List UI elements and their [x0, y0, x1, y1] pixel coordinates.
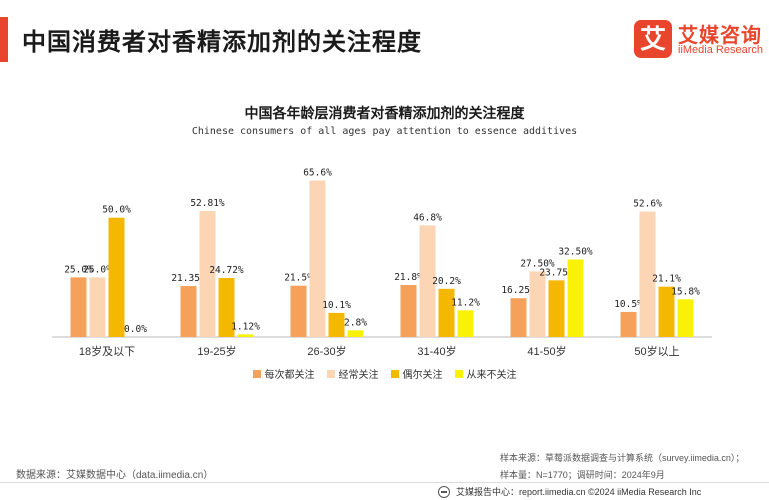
bar — [567, 259, 584, 337]
bar-value-label: 50.0% — [102, 205, 131, 216]
bar — [309, 180, 326, 337]
logo-name-en: iiMedia Research — [678, 44, 763, 56]
bar-value-label: 24.72% — [209, 265, 244, 276]
chart-subtitle: Chinese consumers of all ages pay attent… — [191, 126, 578, 137]
bar-value-label: 65.6% — [303, 167, 332, 178]
bar — [419, 225, 436, 337]
bar — [457, 310, 474, 337]
bar — [180, 286, 197, 337]
bar-value-label: 0.0% — [124, 324, 147, 335]
x-tick-label: 41-50岁 — [527, 344, 566, 358]
legend-label: 经常关注 — [338, 370, 379, 381]
legend-swatch — [252, 369, 261, 378]
bar-value-label: 10.5% — [614, 299, 643, 310]
chart-title: 中国各年龄层消费者对香精添加剂的关注程度 — [244, 105, 525, 121]
bar — [529, 271, 546, 337]
bar — [108, 217, 125, 337]
bar — [639, 211, 656, 337]
legend-label: 偶尔关注 — [402, 370, 443, 381]
bar-value-label: 21.1% — [652, 274, 681, 285]
bar-value-label: 11.2% — [451, 297, 480, 308]
bar-value-label: 16.25% — [501, 285, 536, 296]
bar-value-label: 52.81% — [190, 198, 225, 209]
legend-swatch — [326, 369, 335, 378]
bar — [218, 278, 235, 337]
bar — [677, 299, 694, 337]
sample-source: 样本来源：草莓派数据调查与计算系统（survey.iimedia.cn）； — [500, 453, 745, 463]
bar — [70, 277, 87, 337]
bar-value-label: 25.0% — [64, 264, 93, 275]
bar-value-label: 10.1% — [322, 300, 351, 311]
bar-value-label: 15.8% — [671, 286, 700, 297]
legend-item: 偶尔关注 — [390, 366, 443, 381]
bar-value-label: 21.35% — [171, 273, 206, 284]
bar — [548, 280, 565, 337]
title-accent-bar — [0, 17, 8, 62]
bar — [438, 288, 455, 337]
bar — [199, 211, 216, 337]
bar — [89, 277, 106, 337]
bar-value-label: 20.2% — [432, 276, 461, 287]
legend-label: 每次都关注 — [264, 370, 315, 381]
x-tick-label: 19-25岁 — [197, 344, 236, 358]
x-tick-label: 26-30岁 — [307, 344, 346, 358]
bar — [237, 334, 254, 337]
data-source: 数据来源：艾媒数据中心（data.iimedia.cn） — [16, 470, 214, 481]
footer: 艾媒报告中心：report.iimedia.cn ©2024 iiMedia R… — [438, 485, 701, 498]
chart-legend: 每次都关注 经常关注 偶尔关注 从来不关注 — [0, 366, 769, 381]
x-tick-label: 31-40岁 — [417, 344, 456, 358]
bar-value-label: 2.8% — [344, 317, 367, 328]
bar — [510, 298, 527, 337]
sample-size: 样本量：N=1770；调研时间：2024年9月 — [500, 470, 665, 480]
bar-value-label: 21.5% — [284, 273, 313, 284]
page-title: 中国消费者对香精添加剂的关注程度 — [22, 29, 422, 56]
bar-value-label: 27.50% — [520, 258, 555, 269]
legend-swatch — [390, 369, 399, 378]
legend-item: 从来不关注 — [454, 366, 517, 381]
bar-value-label: 1.12% — [231, 321, 260, 332]
bar — [400, 284, 417, 337]
legend-item: 每次都关注 — [252, 366, 315, 381]
bar-value-label: 32.50% — [558, 246, 593, 257]
bar-value-label: 25.0% — [83, 264, 112, 275]
bar — [658, 286, 675, 337]
bar-value-label: 23.75% — [539, 267, 574, 278]
footer-text: 艾媒报告中心：report.iimedia.cn ©2024 iiMedia R… — [456, 487, 702, 497]
bar-value-label: 52.6% — [633, 199, 662, 210]
bar-value-label: 21.8% — [394, 272, 423, 283]
legend-label: 从来不关注 — [466, 370, 517, 381]
bar — [620, 311, 637, 337]
footer-divider — [0, 482, 769, 483]
x-tick-label: 50岁以上 — [634, 344, 679, 358]
report-center-icon — [438, 485, 450, 498]
legend-item: 经常关注 — [326, 366, 379, 381]
bar — [290, 285, 307, 337]
logo-mark-icon: 艾 — [634, 20, 672, 58]
x-tick-label: 18岁及以下 — [79, 344, 135, 358]
sample-info: 样本来源：草莓派数据调查与计算系统（survey.iimedia.cn）； 样本… — [500, 450, 744, 484]
logo-name-cn: 艾媒咨询 — [678, 25, 762, 47]
bar-value-label: 46.8% — [413, 212, 442, 223]
bar — [328, 312, 345, 337]
brand-logo: 艾 艾媒咨询 iiMedia Research — [634, 16, 764, 66]
legend-swatch — [454, 369, 463, 378]
bar — [347, 330, 364, 337]
